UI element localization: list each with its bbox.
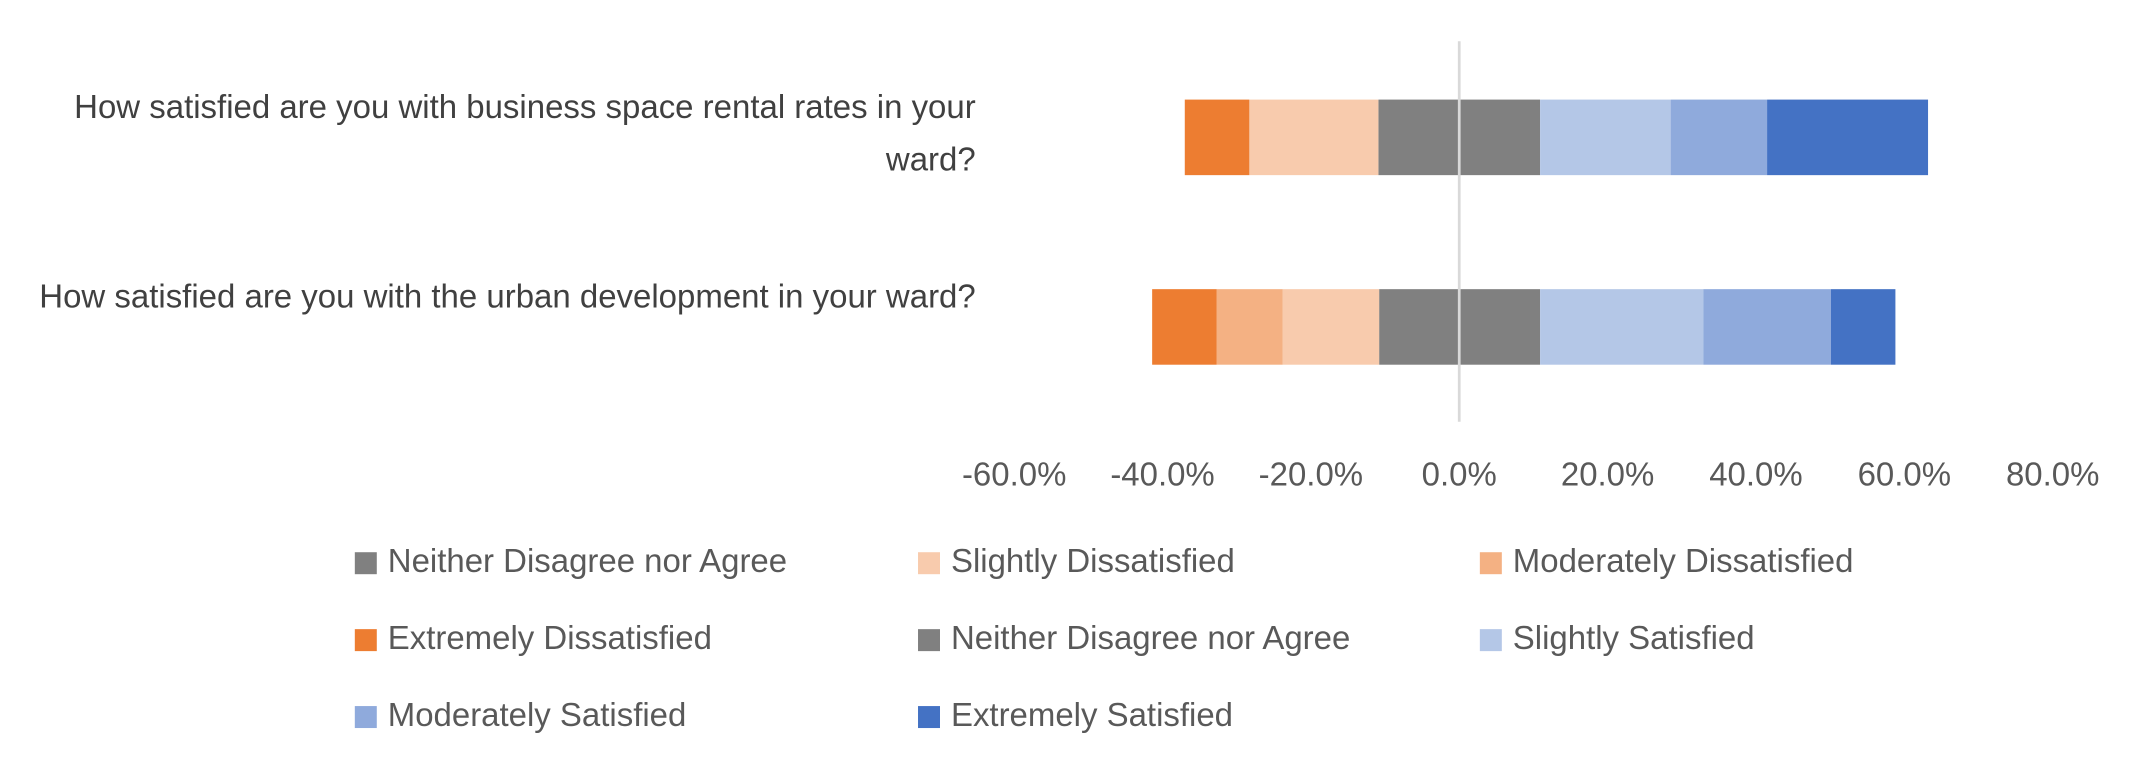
category-label: How satisfied are you with business spac… bbox=[74, 89, 976, 179]
legend-swatch bbox=[354, 629, 377, 652]
bar-segment bbox=[1703, 289, 1831, 365]
x-tick-label: 60.0% bbox=[1858, 455, 1951, 492]
legend-swatch bbox=[1479, 552, 1502, 575]
bar-segment bbox=[1670, 99, 1768, 176]
bar-segment bbox=[1767, 99, 1929, 176]
x-tick-label: -40.0% bbox=[1110, 455, 1214, 492]
legend-swatch bbox=[918, 629, 940, 652]
bar-segment bbox=[1540, 99, 1671, 176]
category-label: How satisfied are you with the urban dev… bbox=[39, 278, 976, 316]
legend-label: Slightly Dissatisfied bbox=[951, 542, 1235, 579]
legend-swatch bbox=[354, 706, 377, 729]
legend-label: Neither Disagree nor Agree bbox=[388, 542, 787, 579]
legend-label: Extremely Satisfied bbox=[951, 696, 1233, 733]
bar-segment bbox=[1249, 99, 1379, 176]
bar-segment bbox=[1459, 99, 1541, 176]
bar-segment bbox=[1282, 289, 1380, 365]
legend-label: Neither Disagree nor Agree bbox=[951, 619, 1350, 656]
legend-label: Extremely Dissatisfied bbox=[388, 619, 712, 656]
x-tick-label: 40.0% bbox=[1709, 455, 1802, 492]
bar-segment bbox=[1459, 289, 1541, 365]
bar-segment bbox=[1379, 289, 1460, 365]
x-tick-label: -20.0% bbox=[1259, 455, 1363, 492]
legend-swatch bbox=[1479, 629, 1502, 652]
bar-segment bbox=[1378, 99, 1460, 176]
legend-swatch bbox=[918, 706, 940, 729]
legend-swatch bbox=[918, 552, 940, 575]
x-tick-label: 20.0% bbox=[1561, 455, 1654, 492]
category-label-box: How satisfied are you with business spac… bbox=[74, 89, 976, 179]
bar-segment bbox=[1184, 99, 1250, 176]
legend-label: Moderately Dissatisfied bbox=[1513, 542, 1854, 579]
bar-segment bbox=[1830, 289, 1896, 365]
x-tick-label: 80.0% bbox=[2006, 455, 2099, 492]
x-tick-label: 0.0% bbox=[1422, 455, 1497, 492]
legend-label: Moderately Satisfied bbox=[388, 696, 687, 733]
bar-segment bbox=[1540, 289, 1704, 365]
bar-segment bbox=[1152, 289, 1217, 365]
x-tick-label: -60.0% bbox=[962, 455, 1066, 492]
bar-segment bbox=[1216, 289, 1283, 365]
legend-swatch bbox=[354, 552, 377, 575]
category-label-box: How satisfied are you with the urban dev… bbox=[39, 278, 976, 316]
legend-label: Slightly Satisfied bbox=[1513, 619, 1755, 656]
